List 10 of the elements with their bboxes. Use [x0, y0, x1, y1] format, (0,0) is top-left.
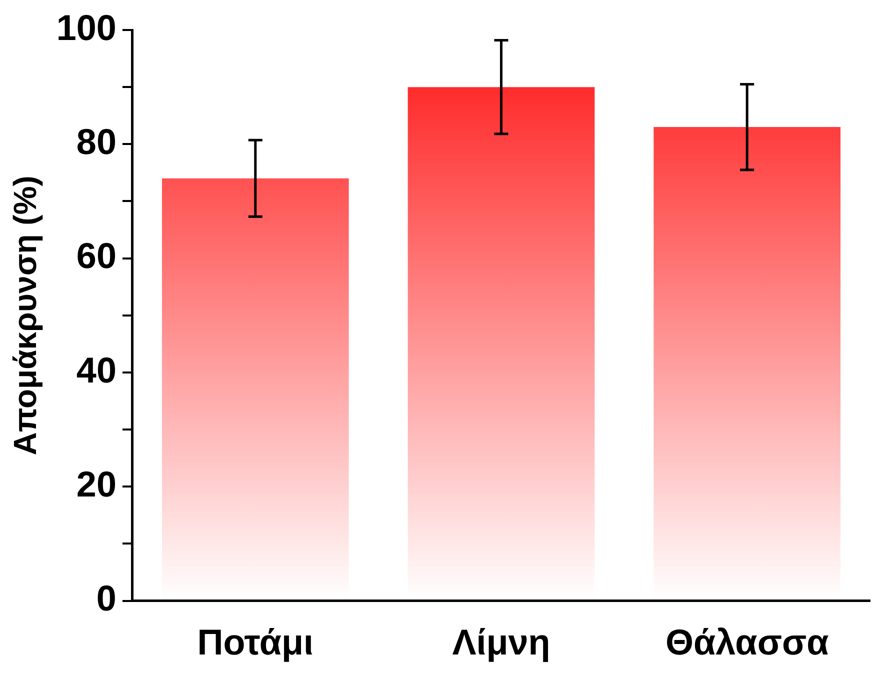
y-tick-label: 40: [76, 349, 116, 390]
y-tick-label: 100: [56, 6, 116, 48]
y-tick-label: 80: [76, 121, 116, 162]
x-tick-label: Θάλασσα: [665, 621, 829, 662]
y-tick-label: 20: [76, 464, 116, 505]
y-tick-label: 60: [76, 235, 116, 276]
y-axis-title: Απομάκρυνση (%): [7, 176, 44, 456]
x-tick-label: Λίμνη: [452, 621, 550, 662]
x-tick-label: Ποτάμι: [197, 621, 314, 662]
y-tick-label: 0: [96, 578, 116, 619]
